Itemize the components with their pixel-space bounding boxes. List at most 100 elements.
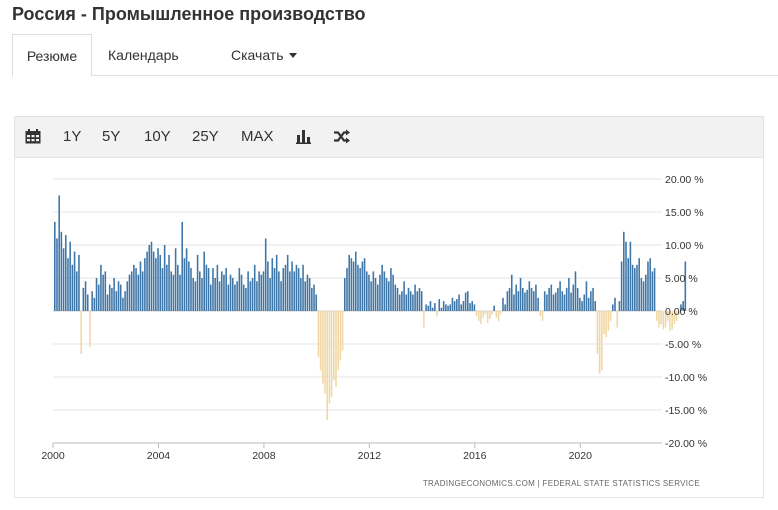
bar[interactable] [361, 261, 364, 312]
bar[interactable] [104, 271, 107, 311]
bar[interactable] [644, 274, 647, 311]
bar[interactable] [253, 264, 256, 311]
bar[interactable] [251, 278, 254, 311]
bar[interactable] [462, 301, 465, 311]
bar[interactable] [245, 287, 247, 311]
bar[interactable] [629, 241, 632, 311]
range-10y-button[interactable]: 10Y [144, 128, 171, 145]
bar[interactable] [141, 271, 144, 311]
bar[interactable] [365, 271, 368, 311]
bar[interactable] [453, 301, 456, 311]
bar[interactable] [201, 278, 203, 311]
bar[interactable] [640, 278, 643, 311]
bar[interactable] [267, 261, 269, 312]
bar[interactable] [407, 287, 410, 311]
bar[interactable] [363, 258, 366, 311]
bar[interactable] [150, 241, 153, 311]
bar[interactable] [260, 274, 263, 311]
bar[interactable] [568, 278, 570, 311]
bar[interactable] [541, 311, 544, 321]
calendar-icon[interactable] [25, 129, 41, 149]
bar[interactable] [381, 264, 383, 311]
bar[interactable] [190, 268, 192, 311]
bar[interactable] [60, 231, 63, 311]
bar[interactable] [368, 274, 370, 311]
bar[interactable] [95, 278, 98, 311]
bar[interactable] [471, 301, 474, 311]
bar[interactable] [440, 307, 443, 311]
bar[interactable] [161, 268, 164, 311]
bar[interactable] [598, 311, 601, 374]
bar[interactable] [199, 271, 201, 311]
bar[interactable] [579, 297, 581, 311]
bar[interactable] [139, 261, 142, 312]
bar[interactable] [212, 268, 214, 311]
bar[interactable] [304, 281, 307, 311]
bar[interactable] [451, 297, 454, 311]
bar[interactable] [247, 271, 249, 311]
bar[interactable] [122, 297, 124, 311]
bar[interactable] [256, 281, 258, 311]
bar[interactable] [510, 274, 513, 311]
bar[interactable] [596, 311, 599, 354]
bar[interactable] [271, 258, 274, 311]
bar[interactable] [570, 292, 572, 311]
bar[interactable] [291, 261, 293, 312]
bar[interactable] [436, 311, 438, 317]
bar[interactable] [205, 264, 208, 311]
bar[interactable] [183, 258, 186, 311]
bar[interactable] [572, 284, 575, 311]
bar[interactable] [576, 287, 579, 311]
bar[interactable] [86, 294, 89, 312]
bar[interactable] [236, 281, 238, 311]
bar[interactable] [460, 304, 463, 311]
bar[interactable] [491, 311, 493, 315]
bar[interactable] [480, 311, 482, 325]
range-5y-button[interactable]: 5Y [102, 128, 121, 145]
bar[interactable] [376, 284, 379, 311]
bar[interactable] [383, 271, 386, 311]
bar[interactable] [194, 281, 197, 311]
tab-calendar[interactable]: Календарь [108, 47, 179, 63]
bar[interactable] [664, 311, 667, 328]
bar[interactable] [634, 268, 636, 311]
bar[interactable] [207, 268, 210, 311]
shuffle-icon[interactable] [333, 129, 350, 149]
bar[interactable] [324, 311, 326, 394]
bar[interactable] [179, 274, 181, 311]
bar[interactable] [166, 264, 168, 311]
bar[interactable] [653, 268, 656, 311]
bar[interactable] [258, 271, 260, 311]
bar[interactable] [478, 311, 480, 321]
bar[interactable] [240, 274, 243, 311]
bar[interactable] [502, 297, 504, 311]
bar[interactable] [185, 248, 188, 311]
bar[interactable] [550, 284, 553, 311]
bar[interactable] [58, 195, 60, 312]
bar[interactable] [359, 268, 361, 311]
bar[interactable] [319, 311, 322, 371]
bar[interactable] [64, 235, 67, 311]
bar[interactable] [489, 311, 491, 319]
bar[interactable] [581, 301, 583, 311]
bar[interactable] [655, 311, 658, 321]
bar[interactable] [475, 311, 478, 317]
bar[interactable] [73, 251, 76, 311]
bar[interactable] [225, 268, 227, 311]
bar[interactable] [75, 271, 78, 311]
bar[interactable] [192, 278, 194, 311]
bar[interactable] [106, 294, 109, 312]
bar[interactable] [300, 278, 302, 311]
bar[interactable] [113, 278, 115, 311]
bar[interactable] [82, 287, 85, 311]
bar[interactable] [242, 284, 245, 311]
tab-download[interactable]: Скачать [231, 34, 297, 76]
bar[interactable] [117, 281, 120, 311]
bar[interactable] [592, 287, 594, 311]
bar[interactable] [289, 271, 291, 311]
bar[interactable] [102, 274, 104, 311]
bar[interactable] [328, 311, 331, 404]
bar[interactable] [115, 291, 118, 311]
bar[interactable] [181, 221, 184, 311]
bar[interactable] [675, 311, 678, 321]
